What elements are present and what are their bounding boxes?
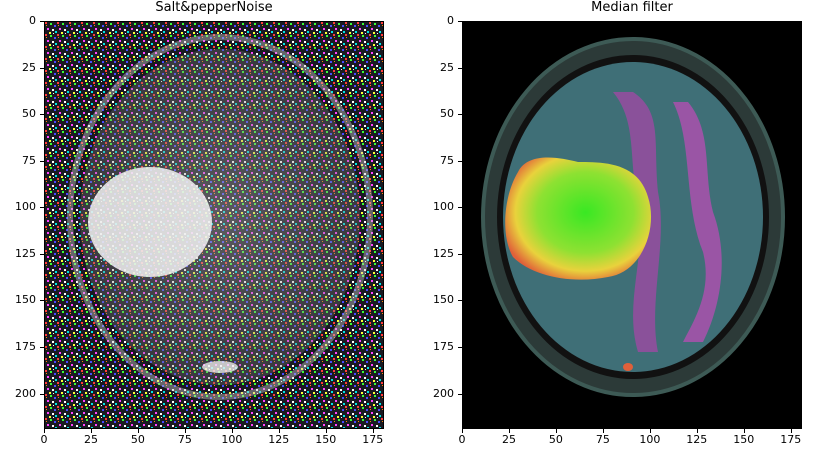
y-tick	[458, 67, 462, 69]
x-tick-label: 25	[501, 433, 516, 446]
y-tick-label: 0	[447, 14, 454, 27]
y-tick	[458, 207, 462, 209]
y-tick-label: 50	[22, 107, 36, 121]
y-tick	[40, 393, 44, 395]
filtered-image	[462, 21, 802, 429]
noisy-title: Salt&pepperNoise	[155, 0, 273, 15]
y-tick	[40, 300, 44, 302]
y-tick	[40, 347, 44, 349]
noisy-mri-graphic	[45, 22, 383, 428]
noisy-image	[44, 21, 384, 429]
y-tick	[458, 114, 462, 116]
x-tick-label: 50	[130, 433, 145, 446]
y-tick-label: 75	[440, 153, 454, 167]
x-tick	[649, 429, 651, 433]
y-tick	[458, 253, 462, 255]
y-tick	[40, 253, 44, 255]
x-tick	[325, 429, 327, 433]
x-tick-label: 75	[595, 433, 610, 446]
y-tick	[40, 207, 44, 209]
y-tick-label: 150	[15, 293, 36, 307]
y-tick	[40, 21, 44, 22]
x-tick-label: 25	[83, 433, 98, 446]
y-tick	[40, 114, 44, 116]
x-tick	[372, 429, 374, 433]
x-tick-label: 100	[639, 433, 661, 446]
y-tick-label: 175	[433, 340, 454, 354]
x-tick-label: 100	[221, 433, 243, 446]
x-tick-label: 50	[548, 433, 563, 446]
y-tick-label: 50	[440, 107, 454, 121]
x-tick	[790, 429, 792, 433]
y-tick	[40, 67, 44, 69]
y-tick-label: 25	[22, 60, 36, 74]
y-tick-label: 125	[15, 246, 36, 260]
y-tick-label: 125	[433, 246, 454, 260]
y-tick-label: 150	[433, 293, 454, 307]
y-tick	[458, 21, 462, 22]
x-tick	[137, 429, 139, 433]
x-tick-label: 175	[780, 433, 802, 446]
y-tick	[458, 160, 462, 162]
x-tick-label: 150	[315, 433, 337, 446]
y-tick-label: 200	[433, 386, 454, 400]
x-tick	[508, 429, 510, 433]
x-tick	[231, 429, 233, 433]
x-tick-label: 125	[686, 433, 708, 446]
x-tick	[278, 429, 280, 433]
y-tick-label: 200	[15, 386, 36, 400]
y-tick-label: 0	[29, 14, 36, 27]
x-tick	[555, 429, 557, 433]
filtered-title: Median filter	[591, 0, 673, 15]
x-tick-label: 0	[458, 433, 466, 446]
y-tick-label: 25	[440, 60, 454, 74]
y-tick	[458, 393, 462, 395]
x-tick-label: 150	[733, 433, 755, 446]
x-tick-label: 0	[40, 433, 48, 446]
y-tick-label: 75	[22, 153, 36, 167]
y-tick-label: 100	[433, 200, 454, 214]
x-tick	[696, 429, 698, 433]
y-tick-label: 100	[15, 200, 36, 214]
x-tick-label: 75	[177, 433, 192, 446]
x-tick	[462, 429, 463, 433]
y-tick	[458, 300, 462, 302]
x-tick-label: 175	[362, 433, 384, 446]
x-tick	[184, 429, 186, 433]
x-tick	[90, 429, 92, 433]
y-tick-label: 175	[15, 340, 36, 354]
x-tick	[602, 429, 604, 433]
x-tick-label: 125	[268, 433, 290, 446]
filtered-mri-graphic	[463, 22, 801, 428]
y-tick	[458, 347, 462, 349]
x-tick	[44, 429, 45, 433]
y-tick	[40, 160, 44, 162]
x-tick	[743, 429, 745, 433]
